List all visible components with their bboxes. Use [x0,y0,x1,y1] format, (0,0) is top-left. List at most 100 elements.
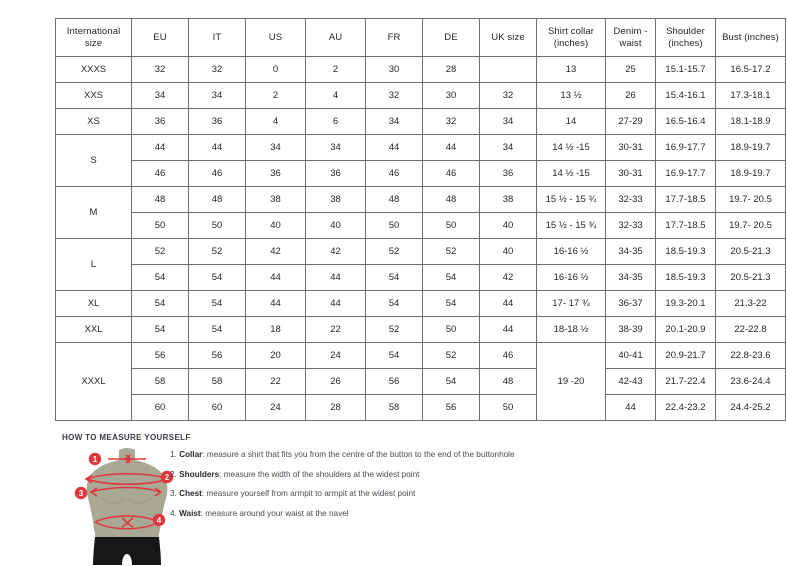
column-header-denim-waist: Denim - waist [605,18,656,57]
cell-international-size: S [55,134,132,187]
marker-badge-2: 2 [160,470,174,484]
cell-fr: 32 [365,82,423,109]
cell-eu: 48 [131,186,189,213]
table-header: International size EU IT US AU FR DE UK … [55,18,786,57]
cell-us: 22 [245,368,306,395]
table-row: XS 36 36 4 6 34 32 34 14 27-29 16.5-16.4 18.1-18.9 [55,108,786,135]
table-row: 58 58 22 26 56 54 48 42-43 21.7-22.4 23.6-24.4 [56,368,786,395]
cell-uk-size: 34 [479,108,537,135]
cell-fr: 48 [365,186,423,213]
cell-au: 28 [305,394,366,421]
cell-denim-waist: 32-33 [605,212,656,239]
cell-fr: 50 [365,212,423,239]
cell-fr: 56 [365,368,423,395]
cell-denim-waist: 30-31 [605,160,656,187]
cell-international-size: XXL [55,316,132,343]
cell-bust: 19.7- 20.5 [715,186,786,213]
measure-arrow-shoulders-left [84,474,93,484]
cell-au: 34 [305,134,366,161]
cell-us: 38 [245,186,306,213]
cell-it: 60 [188,394,246,421]
cell-it: 46 [188,160,246,187]
cell-fr: 52 [365,238,423,265]
column-header-international-size: International size [55,18,132,57]
instruction-number: 4. [170,508,180,518]
cell-us: 18 [245,316,306,343]
cell-bust: 20.5-21.3 [715,264,786,291]
instruction-label: Collar [179,450,203,459]
cell-bust: 16.5-17.2 [715,56,786,83]
cell-bust: 18.1-18.9 [715,108,786,135]
cell-shoulder: 16.5-16.4 [655,108,716,135]
cell-it: 54 [188,316,246,343]
cell-denim-waist: 36-37 [605,290,656,317]
cell-eu: 54 [131,316,189,343]
cell-bust: 18.9-19.7 [715,134,786,161]
cell-shoulder: 22.4-23.2 [655,394,716,421]
cell-au: 42 [305,238,366,265]
cell-eu: 52 [131,238,189,265]
table-row: L 52 52 42 42 52 52 40 16-16 ½ 34-35 18.5-19.3 20.5… [55,238,786,291]
cell-au: 44 [305,290,366,317]
cell-bust: 17.3-18.1 [715,82,786,109]
cell-shoulder: 15.4-16.1 [655,82,716,109]
cell-au: 38 [305,186,366,213]
column-header-au: AU [305,18,366,57]
table-row: XL 54 54 44 44 54 54 44 17- 17 ¾ 36-37 19.3-20.1 21… [55,290,786,317]
cell-shirt-collar: 14 ½ -15 [536,134,606,161]
cell-it: 32 [188,56,246,83]
mannequin-torso [86,460,168,538]
mannequin-shorts [93,537,161,565]
cell-bust: 22-22.8 [715,316,786,343]
cell-international-size: XL [55,290,132,317]
size-table-container: International size EU IT US AU FR DE UK … [55,18,786,421]
cell-shirt-collar: 15 ½ - 15 ¾ [536,212,606,239]
mannequin-chest-line-left [101,497,126,504]
column-header-shoulder: Shoulder (inches) [655,18,716,57]
cell-de: 30 [422,82,480,109]
cell-fr: 46 [365,160,423,187]
cell-eu: 60 [131,394,189,421]
cell-denim-waist: 30-31 [605,134,656,161]
cell-it: 54 [188,290,246,317]
cell-eu: 36 [131,108,189,135]
instruction-number: 2. [170,469,180,479]
cell-au: 4 [305,82,366,109]
cell-fr: 54 [365,342,423,369]
marker-badge-1: 1 [88,452,102,466]
cell-international-size: XXXL [55,342,132,421]
cell-bust: 21.3-22 [715,290,786,317]
cell-shoulder: 16.9-17.7 [655,160,716,187]
table-body: XXXS 32 32 0 2 30 28 13 25 15.1-15.7 16.5-17.2 XXS 3… [55,56,786,421]
cell-shirt-collar: 18-18 ½ [536,316,606,343]
cell-it: 52 [188,238,246,265]
cell-uk-size: 44 [479,290,537,317]
cell-eu: 34 [131,82,189,109]
cell-bust: 19.7- 20.5 [715,212,786,239]
measure-arrow-chest-right [154,487,163,497]
cell-international-size: XS [55,108,132,135]
cell-uk-size: 40 [479,212,537,239]
cell-shirt-collar: 15 ½ - 15 ¾ [536,186,606,213]
cell-shirt-collar: 14 ½ -15 [536,160,606,187]
cell-us: 0 [245,56,306,83]
cell-it: 44 [188,134,246,161]
cell-bust: 22.8-23.6 [715,342,786,369]
cell-de: 46 [422,160,480,187]
cell-bust: 20.5-21.3 [715,238,786,265]
svg-text:2: 2 [165,473,170,482]
cell-us: 40 [245,212,306,239]
measure-arrow-collar-left [123,454,131,464]
cell-shirt-collar: 13 ½ [536,82,606,109]
international-size-table: International size EU IT US AU FR DE UK … [55,18,786,421]
cell-us: 34 [245,134,306,161]
cell-uk-size: 34 [479,134,537,161]
instruction-number: 1. [170,450,180,459]
cell-fr: 30 [365,56,423,83]
cell-denim-waist: 26 [605,82,656,109]
measurement-instruction-3: 3. Chest: measure yourself from armpit t… [170,489,750,498]
cell-shoulder: 17.7-18.5 [655,186,716,213]
measure-arrow-waist-left [125,517,134,528]
cell-us: 44 [245,264,306,291]
table-header-row: International size EU IT US AU FR DE UK … [55,18,786,57]
